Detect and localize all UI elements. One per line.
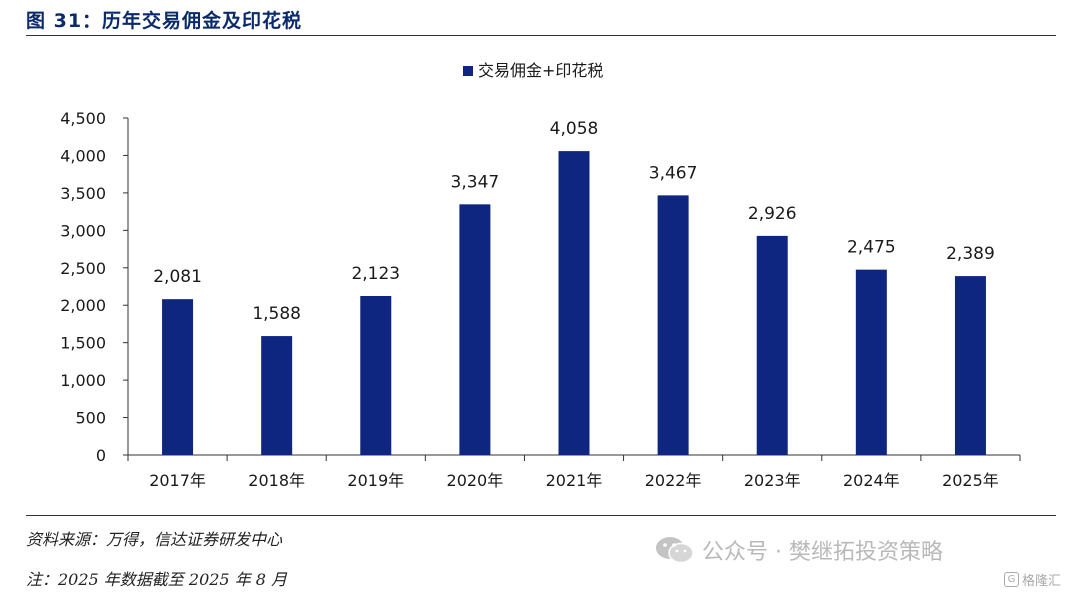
data-label: 1,588: [252, 304, 301, 324]
y-tick-label: 1,000: [60, 371, 106, 390]
bar: [459, 204, 491, 455]
y-axis: 0 500 1,000 1,500 2,000 2,500 3,000 3,500 4,000 4…: [60, 109, 129, 465]
y-tick-label: 2,500: [60, 259, 106, 278]
y-tick-label: 3,500: [60, 184, 106, 203]
legend-swatch: [463, 66, 473, 76]
x-tick-label: 2025年: [942, 471, 999, 490]
data-label: 2,926: [748, 204, 797, 224]
chart-legend: 交易佣金+印花税: [463, 61, 603, 80]
title-rule: [26, 35, 1056, 36]
x-tick-label: 2019年: [347, 471, 404, 490]
data-label: 2,475: [847, 238, 896, 258]
wechat-icon: [656, 537, 694, 564]
data-note: 注：2025 年数据截至 2025 年 8 月: [26, 570, 288, 589]
bar: [162, 299, 194, 455]
bar-chart: 交易佣金+印花税 0 500 1,000 1,500 2,000 2,500 3,000 3,…: [60, 61, 1021, 490]
x-tick-label: 2023年: [744, 471, 801, 490]
data-labels: 2,081 1,588 2,123 3,347 4,058 3,467 2,926 2,475…: [153, 119, 995, 324]
y-tick-label: 2,000: [60, 296, 106, 315]
x-tick-label: 2021年: [546, 471, 603, 490]
badge-text: 格隆汇: [1022, 574, 1062, 589]
x-tick-label: 2024年: [843, 471, 900, 490]
data-label: 2,123: [351, 264, 400, 284]
bar: [558, 151, 590, 455]
data-label: 2,389: [946, 244, 995, 264]
bar: [261, 336, 293, 455]
x-tick-label: 2020年: [447, 471, 504, 490]
x-tick-label: 2022年: [645, 471, 702, 490]
footer-rule: [26, 515, 1056, 516]
data-label: 4,058: [550, 119, 599, 139]
y-tick-label: 3,000: [60, 221, 106, 240]
gelonghui-badge: G 格隆汇: [1004, 570, 1061, 589]
legend-label: 交易佣金+印花税: [478, 61, 603, 80]
y-tick-label: 4,000: [60, 146, 106, 165]
bar: [954, 276, 986, 455]
source-note: 资料来源：万得，信达证券研发中心: [26, 530, 283, 549]
data-label: 3,467: [649, 163, 698, 183]
bar-series: [162, 151, 986, 455]
watermark: 公众号 · 樊继拓投资策略: [654, 534, 943, 566]
x-tick-label: 2018年: [248, 471, 305, 490]
data-label: 2,081: [153, 267, 202, 287]
x-tick-label: 2017年: [149, 471, 206, 490]
figure-title: 图 31：历年交易佣金及印花税: [26, 10, 303, 32]
gelonghui-icon: G: [1004, 572, 1019, 587]
y-tick-label: 4,500: [60, 109, 106, 128]
y-tick-label: 0: [96, 446, 106, 465]
x-axis: 2017年 2018年 2019年 2020年 2021年 2022年 2023年 2024年…: [127, 454, 1021, 490]
bar: [360, 296, 392, 455]
y-tick-label: 1,500: [60, 334, 106, 353]
bar: [756, 235, 788, 455]
y-tick-label: 500: [75, 409, 106, 428]
watermark-text: 公众号 · 樊继拓投资策略: [702, 540, 943, 565]
bar: [855, 269, 887, 455]
bar: [657, 195, 689, 455]
data-label: 3,347: [451, 172, 500, 192]
